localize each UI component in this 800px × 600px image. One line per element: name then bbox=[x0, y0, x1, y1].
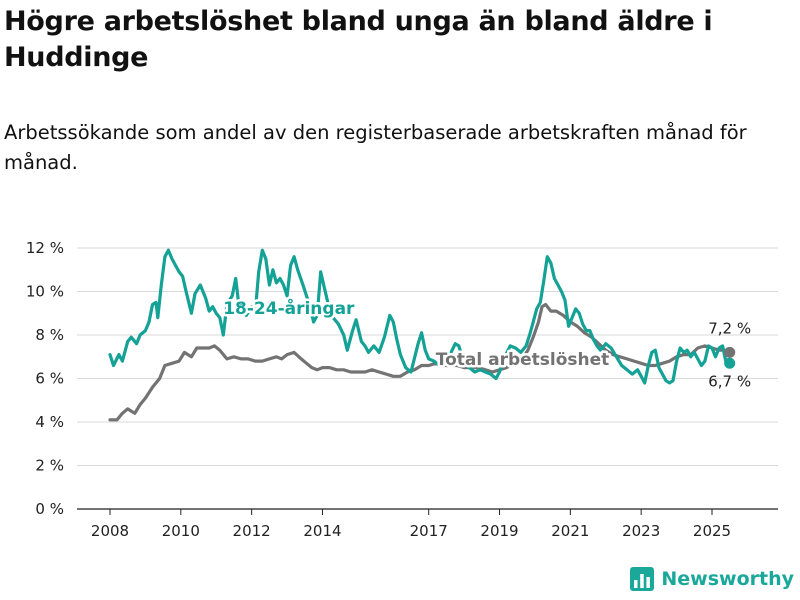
bar-chart-icon bbox=[630, 567, 655, 591]
end-point-marker bbox=[724, 357, 736, 369]
x-tick-label: 2017 bbox=[410, 522, 448, 540]
labels: 7,2 % 6,7 % 18-24-åringar Total arbetslöshe… bbox=[221, 294, 751, 390]
y-tick-label: 2 % bbox=[35, 457, 64, 475]
series-label: 18-24-åringar bbox=[223, 297, 355, 319]
end-point-marker bbox=[724, 346, 736, 358]
y-tick-label: 4 % bbox=[35, 413, 64, 431]
chart-title: Högre arbetslöshet bland unga än bland ä… bbox=[4, 6, 713, 73]
x-tick-label: 2008 bbox=[91, 522, 129, 540]
end-value-label: 7,2 % bbox=[708, 319, 751, 337]
brand-name: Newsworthy bbox=[661, 568, 794, 590]
y-tick-label: 0 % bbox=[35, 500, 64, 518]
y-tick-label: 10 % bbox=[26, 283, 64, 301]
end-value-label: 6,7 % bbox=[708, 372, 751, 390]
series-label: Total arbetslöshet bbox=[436, 350, 610, 370]
y-tick-label: 8 % bbox=[35, 326, 64, 344]
chart-subtitle: Arbetssökande som andel av den registerb… bbox=[4, 121, 747, 174]
gridlines bbox=[77, 247, 778, 466]
y-tick-label: 12 % bbox=[26, 239, 64, 257]
series-line-total-arbetslöshet bbox=[108, 302, 732, 422]
x-tick-label: 2023 bbox=[622, 522, 660, 540]
series-line-18-24-åringar bbox=[108, 248, 732, 385]
x-tick-label: 2010 bbox=[162, 522, 200, 540]
brand-logo: Newsworthy bbox=[629, 566, 794, 592]
series bbox=[108, 248, 732, 422]
x-tick-label: 2019 bbox=[480, 522, 518, 540]
x-tick-label: 2014 bbox=[303, 522, 341, 540]
x-tick-label: 2025 bbox=[693, 522, 731, 540]
y-tick-label: 6 % bbox=[35, 370, 64, 388]
x-tick-label: 2021 bbox=[551, 522, 589, 540]
axes: 0 % 2 % 4 % 6 % 8 % 10 % 12 % 2008 2010 2012 2014 2… bbox=[26, 239, 778, 540]
x-tick-label: 2012 bbox=[233, 522, 271, 540]
